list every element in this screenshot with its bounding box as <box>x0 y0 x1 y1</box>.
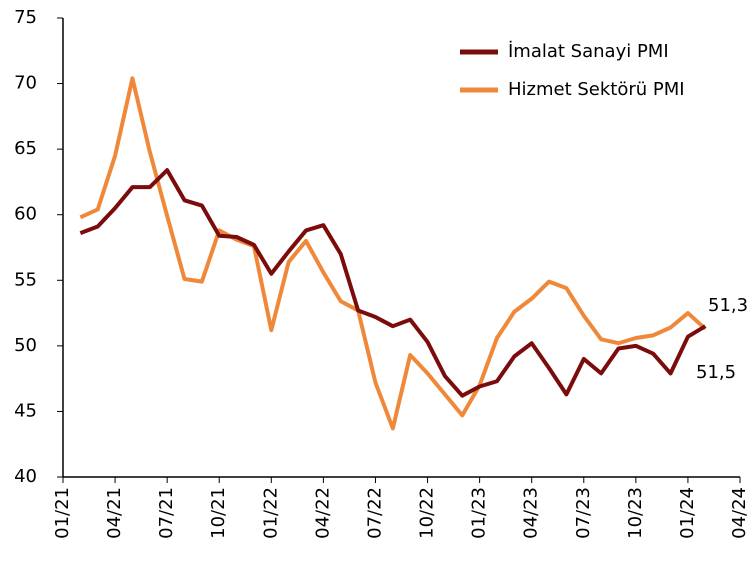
annotation: 51,3 <box>708 295 748 316</box>
x-tick-label: 01/24 <box>677 487 698 539</box>
y-tick-label: 75 <box>14 7 37 28</box>
x-tick-label: 04/21 <box>104 487 125 539</box>
y-tick-label: 50 <box>14 335 37 356</box>
y-tick-label: 70 <box>14 73 37 94</box>
y-tick-label: 45 <box>14 400 37 421</box>
y-tick-label: 60 <box>14 204 37 225</box>
legend-label: Hizmet Sektörü PMI <box>508 79 685 100</box>
x-tick-label: 07/21 <box>156 487 177 539</box>
x-tick-label: 04/22 <box>312 487 333 539</box>
series-line <box>79 76 707 431</box>
x-tick-label: 04/23 <box>521 487 542 539</box>
y-tick-label: 55 <box>14 269 37 290</box>
x-tick-label: 07/23 <box>573 487 594 539</box>
annotation: 51,5 <box>696 362 736 383</box>
y-tick-label: 65 <box>14 138 37 159</box>
x-tick-label: 01/22 <box>260 487 281 539</box>
legend-label: İmalat Sanayi PMI <box>508 41 669 62</box>
x-tick-label: 01/21 <box>52 487 73 539</box>
x-tick-label: 07/22 <box>364 487 385 539</box>
x-tick-label: 10/21 <box>208 487 229 539</box>
y-tick-label: 40 <box>14 466 37 487</box>
x-tick-label: 01/23 <box>469 487 490 539</box>
x-tick-label: 04/24 <box>729 487 750 539</box>
x-tick-label: 10/22 <box>417 487 438 539</box>
series-line <box>79 168 707 398</box>
x-tick-label: 10/23 <box>625 487 646 539</box>
